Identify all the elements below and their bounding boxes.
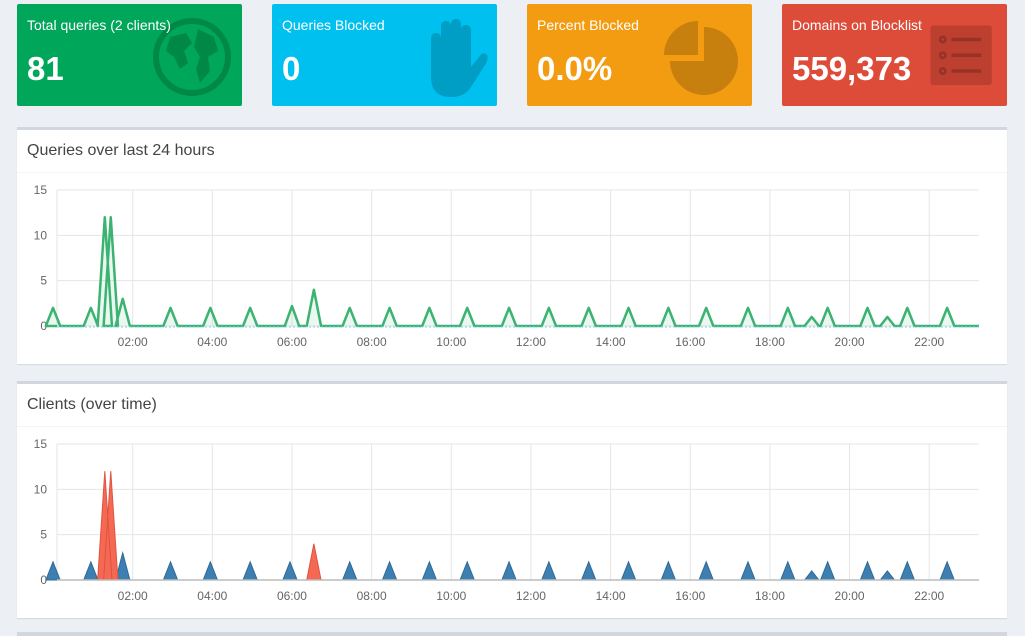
x-tick-label: 22:00 [914,335,944,349]
x-tick-label: 12:00 [516,589,546,603]
x-tick-label: 12:00 [516,335,546,349]
client-series-blue [45,550,979,581]
x-tick-label: 04:00 [197,589,227,603]
x-tick-label: 20:00 [835,589,865,603]
queries-area-fill [45,217,979,326]
queries-blocked-value: 0 [282,50,301,87]
total-queries-label: Total queries (2 clients) [27,17,171,33]
x-tick-label: 08:00 [357,589,387,603]
y-tick-label: 10 [34,482,48,496]
x-tick-label: 14:00 [596,589,626,603]
x-tick-label: 06:00 [277,589,307,603]
pie-chart-icon [664,21,738,95]
x-tick-label: 10:00 [436,335,466,349]
y-tick-label: 5 [40,528,47,542]
x-tick-label: 18:00 [755,335,785,349]
x-tick-label: 18:00 [755,589,785,603]
client-series-red [57,471,979,581]
clients-panel-title: Clients (over time) [17,384,1007,427]
percent-blocked-label: Percent Blocked [537,17,639,33]
x-tick-label: 22:00 [914,589,944,603]
x-tick-label: 02:00 [118,589,148,603]
list-icon [930,25,992,85]
next-panel-edge [17,632,1007,636]
percent-blocked-value: 0.0% [537,50,613,87]
x-tick-label: 08:00 [357,335,387,349]
domains-blocklist-box: Domains on Blocklist 559,373 [782,4,1007,106]
total-queries-box: Total queries (2 clients) 81 [17,4,242,106]
clients-chart[interactable]: 0 5 10 15 02:00 04:00 06:00 08:00 10:00 12:00 14:0… [17,427,1007,617]
queries-blocked-box: Queries Blocked 0 [272,4,497,106]
clients-panel: Clients (over time) 0 5 10 15 02:00 04:00 06:0… [17,381,1007,618]
x-tick-label: 02:00 [118,335,148,349]
y-tick-label: 15 [34,437,48,451]
x-tick-label: 04:00 [197,335,227,349]
total-queries-value: 81 [27,50,64,87]
x-tick-label: 14:00 [596,335,626,349]
y-tick-label: 0 [40,319,47,333]
y-tick-label: 0 [40,573,47,587]
queries-blocked-label: Queries Blocked [282,17,385,33]
domains-blocklist-value: 559,373 [792,50,912,87]
queries-line [44,215,979,328]
domains-blocklist-label: Domains on Blocklist [792,17,922,33]
globe-icon [153,18,231,96]
y-tick-label: 15 [34,183,48,197]
x-tick-label: 20:00 [835,335,865,349]
x-tick-label: 06:00 [277,335,307,349]
y-tick-label: 10 [34,228,48,242]
y-tick-label: 5 [40,274,47,288]
percent-blocked-box: Percent Blocked 0.0% [527,4,752,106]
queries-panel-title: Queries over last 24 hours [17,130,1007,173]
x-tick-label: 10:00 [436,589,466,603]
hand-icon [431,19,488,97]
queries-chart[interactable]: 0 5 10 15 02:00 04:00 06:00 08:00 10:00 12:00 14:0… [17,173,1007,363]
x-tick-label: 16:00 [675,589,705,603]
x-tick-label: 16:00 [675,335,705,349]
queries-panel: Queries over last 24 hours 0 5 10 15 02:00 04… [17,127,1007,364]
